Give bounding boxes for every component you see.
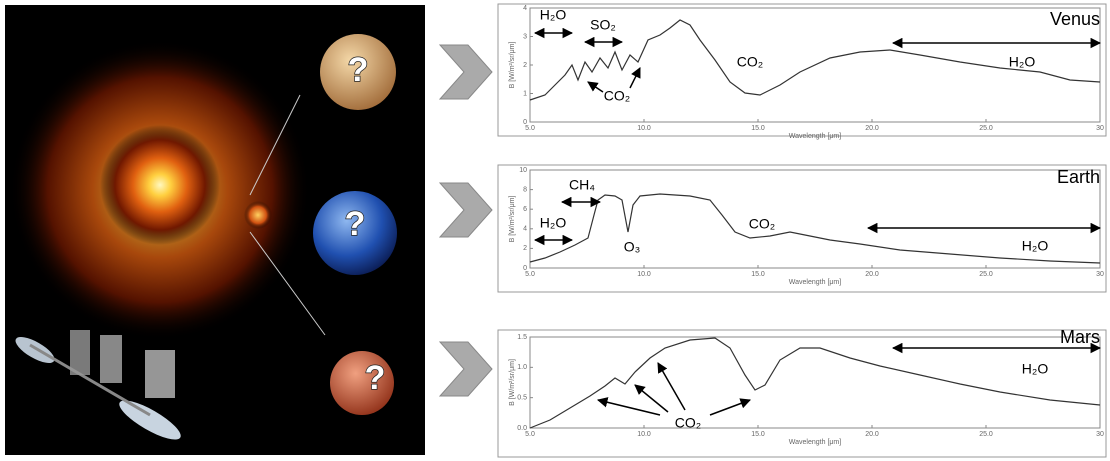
annotation: H₂O — [1022, 361, 1049, 377]
planet-blob — [244, 201, 272, 229]
question-mark: ? — [348, 51, 369, 89]
annotation: O₃ — [624, 239, 641, 255]
x-tick-label: 25.0 — [979, 271, 993, 278]
x-tick-label: 15.0 — [751, 125, 765, 132]
y-tick-label: 4 — [523, 5, 527, 12]
chevron — [440, 183, 492, 237]
x-axis-label: Wavelength [μm] — [789, 439, 841, 446]
planet-name: Earth — [1057, 167, 1100, 187]
x-tick-label: 5.0 — [525, 431, 535, 438]
x-tick-label: 30 — [1096, 271, 1104, 278]
x-tick-label: 5.0 — [525, 125, 535, 132]
x-tick-label: 10.0 — [637, 271, 651, 278]
annotation: H₂O — [1022, 238, 1049, 254]
x-tick-label: 10.0 — [637, 125, 651, 132]
planet-name: Venus — [1050, 9, 1100, 29]
y-tick-label: 0.5 — [517, 395, 527, 402]
y-axis-label: B [W/m²/sr/μm] — [509, 196, 516, 243]
star-core — [100, 125, 220, 245]
y-axis-label: B [W/m²/sr/μm] — [509, 42, 516, 89]
y-tick-label: 4 — [523, 226, 527, 233]
y-tick-label: 1.0 — [517, 364, 527, 371]
chevron — [440, 342, 492, 396]
annotation: H₂O — [1009, 54, 1036, 70]
y-tick-label: 2 — [523, 245, 527, 252]
x-tick-label: 10.0 — [637, 431, 651, 438]
annotation: CH₄ — [569, 177, 595, 193]
y-tick-label: 2 — [523, 62, 527, 69]
x-tick-label: 15.0 — [751, 431, 765, 438]
question-mark: ? — [345, 205, 366, 243]
y-tick-label: 8 — [523, 186, 527, 193]
x-tick-label: 5.0 — [525, 271, 535, 278]
y-tick-label: 6 — [523, 206, 527, 213]
x-tick-label: 20.0 — [865, 125, 879, 132]
chevron — [440, 45, 492, 99]
x-tick-label: 30 — [1096, 125, 1104, 132]
annotation: CO₂ — [737, 54, 763, 70]
x-axis-label: Wavelength [μm] — [789, 279, 841, 286]
x-tick-label: 20.0 — [865, 271, 879, 278]
y-axis-label: B [W/m²/sr/μm] — [509, 359, 516, 406]
x-tick-label: 30 — [1096, 431, 1104, 438]
question-mark: ? — [365, 359, 386, 397]
planet-name: Mars — [1060, 327, 1100, 347]
y-tick-label: 3 — [523, 33, 527, 40]
y-tick-label: 1.5 — [517, 334, 527, 341]
annotation: CO₂ — [675, 415, 701, 431]
annotation: H₂O — [540, 215, 567, 231]
y-tick-label: 0 — [523, 265, 527, 272]
figure: ? ? ? 5.010.015.020.025.03001234Waveleng… — [0, 0, 1110, 461]
annotation: SO₂ — [590, 17, 616, 33]
annotation: CO₂ — [604, 88, 630, 104]
annotation: CO₂ — [749, 216, 775, 232]
x-axis-label: Wavelength [μm] — [789, 133, 841, 140]
y-tick-label: 0 — [523, 119, 527, 126]
y-tick-label: 0.0 — [517, 425, 527, 432]
y-tick-label: 1 — [523, 90, 527, 97]
x-tick-label: 15.0 — [751, 271, 765, 278]
annotation: H₂O — [540, 7, 567, 23]
y-tick-label: 10 — [519, 167, 527, 174]
x-tick-label: 25.0 — [979, 125, 993, 132]
x-tick-label: 25.0 — [979, 431, 993, 438]
x-tick-label: 20.0 — [865, 431, 879, 438]
